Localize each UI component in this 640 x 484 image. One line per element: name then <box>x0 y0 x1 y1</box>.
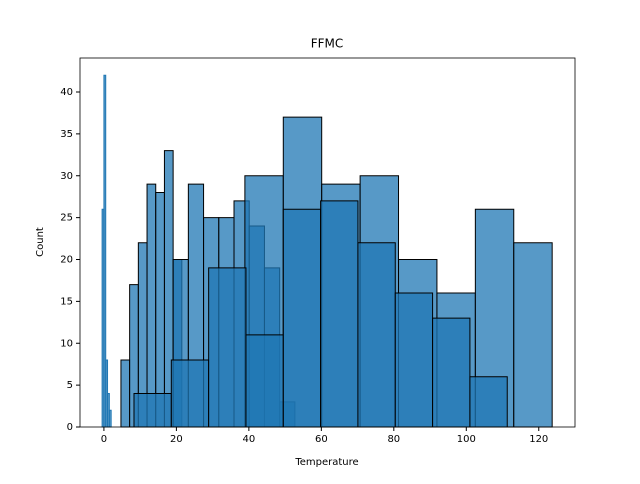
x-tick-label: 60 <box>315 434 328 445</box>
histogram-bar <box>432 317 471 428</box>
x-tick-label: 120 <box>529 434 548 445</box>
histogram-bar <box>208 267 247 428</box>
histogram-bar <box>394 292 434 428</box>
x-tick-label: 80 <box>387 434 400 445</box>
y-axis-label: Count <box>35 227 46 257</box>
histogram-bar <box>357 242 396 428</box>
histogram-bar <box>146 183 157 428</box>
histogram-bar <box>469 376 508 428</box>
histogram-bar <box>320 200 359 428</box>
histogram-bar <box>170 359 210 428</box>
x-tick-label: 0 <box>101 434 107 445</box>
histogram-bar <box>513 242 553 428</box>
y-tick-label: 35 <box>60 129 73 140</box>
histogram-bar <box>108 409 112 428</box>
x-tick-label: 40 <box>242 434 255 445</box>
y-tick-label: 25 <box>60 213 73 224</box>
plot-frame <box>79 57 576 428</box>
y-tick-label: 15 <box>60 296 73 307</box>
histogram-bar <box>133 393 172 428</box>
histogram-bar <box>120 359 131 428</box>
y-tick-label: 20 <box>60 255 73 266</box>
y-tick-label: 40 <box>60 87 73 98</box>
x-tick-label: 100 <box>457 434 476 445</box>
histogram-bar <box>245 334 284 428</box>
y-tick-label: 0 <box>67 422 73 433</box>
y-tick-label: 10 <box>60 338 73 349</box>
y-tick-label: 5 <box>67 380 73 391</box>
x-tick-label: 20 <box>170 434 183 445</box>
chart-title: FFMC <box>311 37 344 51</box>
y-tick-label: 30 <box>60 171 73 182</box>
histogram-bar <box>282 208 322 428</box>
x-axis-label: Temperature <box>294 457 358 468</box>
histogram-bar <box>155 192 165 428</box>
